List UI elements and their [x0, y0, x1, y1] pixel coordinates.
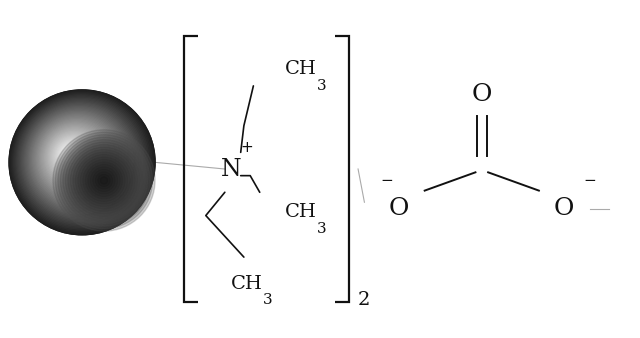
Ellipse shape [25, 106, 133, 214]
Ellipse shape [24, 105, 134, 216]
Ellipse shape [36, 118, 118, 199]
Ellipse shape [55, 139, 91, 174]
Ellipse shape [28, 110, 129, 210]
Ellipse shape [12, 94, 150, 230]
Ellipse shape [76, 152, 132, 209]
Ellipse shape [63, 147, 80, 164]
Text: 3: 3 [317, 79, 326, 93]
Ellipse shape [13, 95, 148, 229]
Ellipse shape [16, 97, 146, 226]
Ellipse shape [42, 124, 109, 192]
Ellipse shape [83, 160, 125, 201]
Text: O: O [554, 197, 575, 220]
Ellipse shape [20, 102, 140, 220]
Ellipse shape [56, 132, 152, 228]
Ellipse shape [52, 135, 95, 178]
Ellipse shape [12, 92, 152, 232]
Ellipse shape [9, 90, 155, 235]
Text: 3: 3 [317, 222, 326, 236]
Ellipse shape [43, 125, 108, 190]
Ellipse shape [53, 130, 155, 231]
Ellipse shape [70, 147, 138, 214]
Ellipse shape [38, 121, 115, 196]
Text: O: O [389, 197, 410, 220]
Ellipse shape [57, 141, 88, 171]
Text: 2: 2 [358, 291, 371, 309]
Ellipse shape [52, 136, 94, 177]
Ellipse shape [30, 113, 125, 207]
Ellipse shape [26, 108, 132, 213]
Ellipse shape [73, 150, 135, 211]
Text: −: − [380, 173, 393, 188]
Ellipse shape [64, 148, 79, 162]
Ellipse shape [35, 117, 119, 201]
Ellipse shape [60, 143, 84, 168]
Ellipse shape [9, 90, 155, 235]
Ellipse shape [46, 129, 104, 186]
Ellipse shape [68, 145, 140, 216]
Text: O: O [472, 83, 492, 106]
Ellipse shape [54, 137, 93, 176]
Ellipse shape [61, 146, 81, 165]
Ellipse shape [49, 132, 99, 182]
Text: 3: 3 [263, 293, 273, 307]
Ellipse shape [51, 134, 97, 180]
Ellipse shape [65, 142, 143, 219]
Ellipse shape [45, 128, 105, 188]
Ellipse shape [61, 144, 83, 167]
Ellipse shape [39, 122, 113, 195]
Ellipse shape [21, 103, 138, 218]
Ellipse shape [78, 154, 130, 207]
Ellipse shape [85, 162, 123, 199]
Ellipse shape [37, 120, 116, 198]
Ellipse shape [27, 109, 130, 211]
Ellipse shape [93, 169, 115, 192]
Ellipse shape [18, 99, 143, 223]
Ellipse shape [34, 116, 121, 202]
Ellipse shape [22, 104, 136, 217]
Ellipse shape [63, 140, 145, 221]
Ellipse shape [56, 140, 90, 173]
Text: −: − [583, 173, 596, 188]
Ellipse shape [100, 177, 108, 184]
Text: N: N [221, 158, 241, 180]
Ellipse shape [48, 131, 100, 183]
Ellipse shape [58, 142, 86, 170]
Ellipse shape [47, 130, 102, 185]
Ellipse shape [29, 111, 127, 208]
Text: CH: CH [285, 60, 317, 78]
Ellipse shape [19, 101, 141, 221]
Ellipse shape [81, 157, 127, 204]
Ellipse shape [10, 91, 154, 233]
Ellipse shape [60, 137, 148, 224]
Ellipse shape [58, 135, 150, 226]
Text: CH: CH [231, 275, 263, 293]
Text: CH: CH [285, 203, 317, 221]
Text: +: + [241, 140, 253, 155]
Ellipse shape [15, 96, 147, 227]
Ellipse shape [98, 174, 110, 187]
Ellipse shape [33, 115, 122, 204]
Ellipse shape [44, 127, 107, 189]
Ellipse shape [31, 114, 124, 205]
Ellipse shape [90, 167, 118, 194]
Ellipse shape [88, 165, 120, 196]
Ellipse shape [40, 123, 111, 193]
Ellipse shape [95, 172, 113, 189]
Ellipse shape [17, 98, 144, 224]
